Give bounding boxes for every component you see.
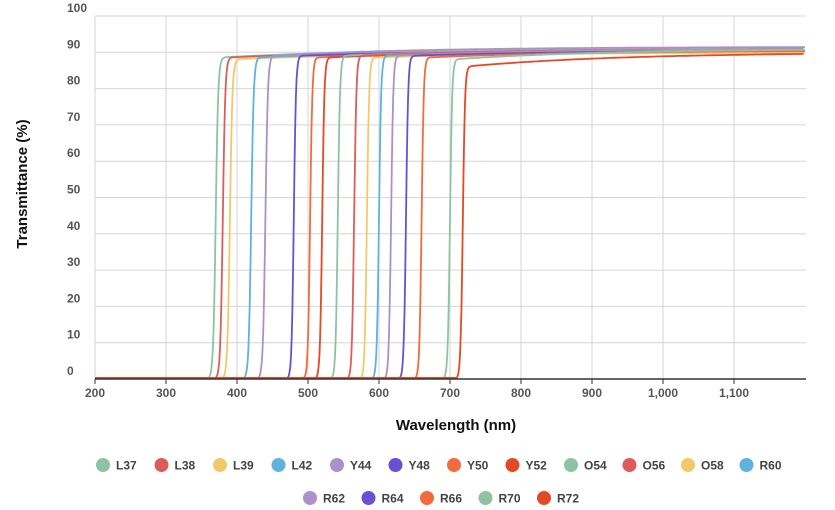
series-line-r72 xyxy=(95,53,804,379)
legend-swatch-r70 xyxy=(478,491,493,505)
legend-swatch-r66 xyxy=(420,491,434,505)
legend-label: R64 xyxy=(382,492,404,506)
legend-label: O54 xyxy=(584,459,607,473)
x-tick-label: 200 xyxy=(85,386,105,400)
legend-swatch-l38 xyxy=(154,458,169,472)
legend-label: L37 xyxy=(116,459,137,473)
legend-label: Y48 xyxy=(409,459,431,473)
y-axis-ticks: 0 10 20 30 40 50 60 70 80 90 100 xyxy=(67,1,87,378)
legend-swatch-o54 xyxy=(564,458,578,472)
legend-label: Y44 xyxy=(350,459,372,473)
legend-label: L39 xyxy=(233,459,254,473)
y-tick-label: 50 xyxy=(67,183,81,197)
legend-swatch-l37 xyxy=(96,458,110,472)
legend-label: R62 xyxy=(323,492,345,506)
legend-swatch-l39 xyxy=(213,458,227,472)
legend-swatch-r72 xyxy=(537,491,551,505)
legend-swatch-y44 xyxy=(330,458,344,472)
y-tick-label: 20 xyxy=(67,291,81,305)
x-tick-label: 800 xyxy=(511,386,531,400)
x-tick-label: 700 xyxy=(440,386,460,400)
y-tick-label: 0 xyxy=(67,364,74,378)
y-tick-label: 10 xyxy=(67,328,81,342)
y-tick-label: 90 xyxy=(67,37,81,51)
legend-swatch-y50 xyxy=(447,458,461,472)
x-tick-label: 900 xyxy=(582,386,602,400)
x-tick-label: 600 xyxy=(369,386,389,400)
y-tick-label: 100 xyxy=(67,1,87,15)
legend: L37 L38 L39 L42 Y44 Y48 Y50 Y52 O54 O56 O58 R60 R62 R… xyxy=(96,458,782,506)
x-axis-ticks: 200 300 400 500 600 700 800 900 1,000 1,100 xyxy=(85,379,749,400)
legend-label: L42 xyxy=(292,459,313,473)
x-tick-label: 1,100 xyxy=(719,386,749,400)
legend-swatch-r64 xyxy=(361,491,376,505)
y-tick-label: 60 xyxy=(67,146,81,160)
legend-swatch-y48 xyxy=(388,458,403,472)
y-tick-label: 40 xyxy=(67,219,81,233)
legend-swatch-y52 xyxy=(505,458,520,472)
x-axis-title: Wavelength (nm) xyxy=(396,417,516,434)
legend-swatch-o58 xyxy=(681,458,695,472)
x-tick-label: 300 xyxy=(156,386,176,400)
x-tick-label: 1,000 xyxy=(648,386,678,400)
legend-swatch-r60 xyxy=(739,458,754,472)
legend-label: R60 xyxy=(760,459,782,473)
legend-swatch-l42 xyxy=(271,458,286,472)
legend-swatch-r62 xyxy=(303,491,317,505)
legend-swatch-o56 xyxy=(622,458,637,472)
legend-label: O58 xyxy=(701,459,724,473)
x-tick-label: 400 xyxy=(227,386,247,400)
legend-label: R72 xyxy=(557,492,579,506)
legend-label: O56 xyxy=(643,459,666,473)
y-tick-label: 80 xyxy=(67,74,81,88)
legend-label: L38 xyxy=(175,459,196,473)
series-lines xyxy=(95,46,805,379)
y-tick-label: 70 xyxy=(67,110,81,124)
y-tick-label: 30 xyxy=(67,255,81,269)
y-axis-title: Transmittance (%) xyxy=(14,119,31,248)
legend-label: R66 xyxy=(440,492,462,506)
legend-label: Y52 xyxy=(526,459,548,473)
legend-label: R70 xyxy=(499,492,521,506)
x-tick-label: 500 xyxy=(298,386,318,400)
legend-label: Y50 xyxy=(467,459,489,473)
